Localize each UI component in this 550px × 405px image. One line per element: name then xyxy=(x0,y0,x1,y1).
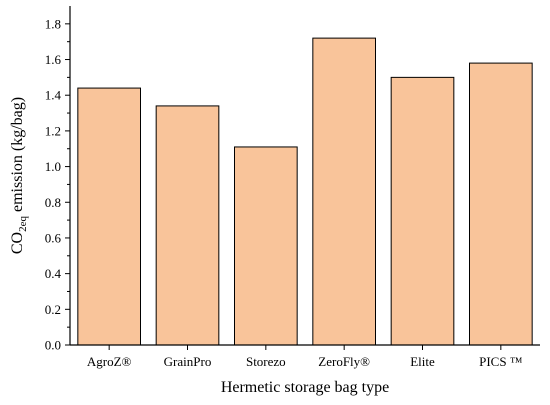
y-axis-title-main: CO xyxy=(9,232,26,254)
y-tick-label: 0.0 xyxy=(45,338,61,353)
y-tick-label: 0.2 xyxy=(45,302,61,317)
bar-4 xyxy=(390,76,455,346)
y-tick-label: 1.0 xyxy=(45,159,61,174)
x-tick-label: AgroZ® xyxy=(87,354,132,369)
x-axis-title: Hermetic storage bag type xyxy=(221,379,389,396)
y-axis-title: CO2eq emission (kg/bag) xyxy=(9,97,29,254)
bar-5 xyxy=(469,62,533,346)
x-tick-label: GrainPro xyxy=(164,354,212,369)
y-tick-label: 0.4 xyxy=(45,266,62,281)
x-axis-ticks: AgroZ® GrainPro Storezo ZeroFly® Elite PICS ™ xyxy=(87,345,523,369)
x-tick-label: ZeroFly® xyxy=(318,354,370,369)
bar-1 xyxy=(155,105,220,346)
x-tick-label: Storezo xyxy=(246,354,286,369)
y-tick-label: 0.6 xyxy=(45,230,62,245)
bar-3 xyxy=(312,37,377,346)
bar-group xyxy=(77,37,533,346)
y-tick-label: 0.8 xyxy=(45,195,61,210)
y-axis-title-rest: emission (kg/bag) xyxy=(9,97,26,216)
bar-0 xyxy=(77,87,142,346)
x-tick-label: PICS ™ xyxy=(479,354,522,369)
y-tick-label: 1.8 xyxy=(45,16,61,31)
y-tick-label: 1.2 xyxy=(45,123,61,138)
y-axis-ticks: 0.0 0.2 0.4 0.6 0.8 1.0 1.2 1.4 1.6 1.8 xyxy=(45,16,70,353)
x-tick-label: Elite xyxy=(410,354,435,369)
y-tick-label: 1.6 xyxy=(45,52,62,67)
bar-2 xyxy=(234,146,298,346)
y-axis-title-subscript: 2eq xyxy=(17,215,29,231)
y-tick-label: 1.4 xyxy=(45,88,62,103)
